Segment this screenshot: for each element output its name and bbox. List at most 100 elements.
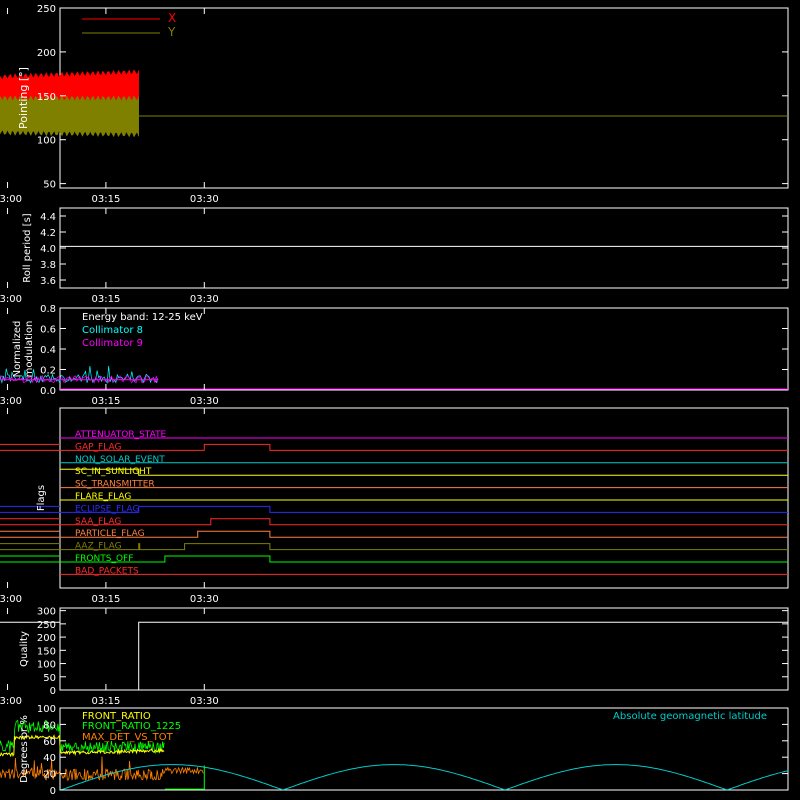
y-tick-label: 100 [37, 136, 56, 147]
x-tick-label: 03:30 [190, 194, 219, 205]
y-tick-label: 200 [37, 633, 56, 644]
y-tick-label: 60 [43, 737, 56, 748]
x-tick-label: 03:15 [91, 396, 120, 407]
flag-label: SC_IN_SUNLIGHT [75, 467, 152, 477]
y-tick-label: 250 [37, 4, 56, 15]
y-tick-label: 0.4 [40, 345, 56, 356]
y-tick-label: 0.6 [40, 325, 56, 336]
roll-period-panel: 3.63.84.04.24.4 02:1502:3002:4503:0003:1… [0, 207, 789, 305]
y-tick-label: 100 [37, 660, 56, 671]
roll-period-yticks: 3.6 3.8 4.0 4.2 4.4 [40, 212, 788, 287]
ratios-yticks: 0 20 40 60 80 100 [37, 704, 788, 797]
quality-ylabel: Quality [19, 631, 30, 667]
flag-label: FLARE_FLAG [75, 492, 131, 502]
flag-label: PARTICLE_FLAG [75, 529, 145, 539]
x-tick-label: 03:00 [0, 396, 22, 407]
flag-trace [0, 518, 788, 526]
roll-period-ylabel: Roll period [s] [22, 213, 33, 282]
collimator-8-series [0, 365, 159, 384]
max-det-vs-tot-series [0, 756, 204, 781]
x-tick-label: 03:00 [0, 594, 22, 605]
y-tick-label: 300 [37, 607, 56, 618]
y-tick-label: 150 [37, 92, 56, 103]
x-tick-label: 03:15 [91, 294, 120, 305]
y-tick-label: 150 [37, 646, 56, 657]
x-tick-label: 03:30 [190, 594, 219, 605]
flag-trace [0, 505, 788, 513]
quality-data [0, 621, 788, 690]
flag-trace [0, 443, 788, 451]
modulation-ylabel: Normalized [12, 321, 23, 378]
collimator-9-label: Collimator 9 [82, 338, 143, 349]
fronts-off-step [164, 765, 205, 790]
x-tick-label: 03:15 [91, 594, 120, 605]
modulation-data [0, 365, 788, 390]
legend-y-label: Y [167, 25, 176, 39]
y-tick-label: 0 [50, 686, 56, 697]
y-tick-label: 0.2 [40, 366, 56, 377]
flag-label: SC_TRANSMITTER [75, 480, 155, 490]
front-ratio-series [0, 734, 165, 758]
front-ratio-label: FRONT_RATIO [82, 711, 151, 722]
y-tick-label: 80 [43, 720, 56, 731]
x-tick-label: 03:00 [0, 294, 22, 305]
y-tick-label: 50 [43, 180, 56, 191]
flag-label: AAZ_FLAG [75, 542, 122, 552]
flag-label: SAA_FLAG [75, 517, 121, 527]
flag-label: BAD_PACKETS [75, 566, 139, 576]
y-tick-label: 250 [37, 620, 56, 631]
series-y-band [0, 95, 139, 138]
x-tick-label: 03:30 [190, 396, 219, 407]
y-tick-label: 50 [43, 673, 56, 684]
flags-data: ATTENUATOR_STATE GAP_FLAG NON_SOLAR_EVENT S… [0, 430, 788, 576]
quality-segment [0, 621, 61, 690]
flags-ylabel: Flags [36, 485, 47, 511]
flag-label: ECLIPSE_FLAG [75, 504, 139, 514]
legend-x-label: X [168, 11, 176, 25]
y-tick-label: 3.8 [40, 260, 56, 271]
y-tick-label: 0 [50, 786, 56, 797]
modulation-yticks: 0.0 0.2 0.4 0.6 0.8 [40, 304, 788, 397]
front-ratio-1225-series [0, 719, 165, 754]
y-tick-label: 0.0 [40, 386, 56, 397]
max-det-vs-tot-label: MAX_DET_VS_TOT [82, 732, 174, 743]
flag-trace [0, 555, 788, 563]
modulation-ylabel-2: modulation [24, 321, 35, 378]
pointing-data [0, 69, 788, 138]
pointing-ylabel: Pointing [°] [17, 67, 30, 129]
x-tick-label: 03:30 [190, 696, 219, 707]
y-tick-label: 200 [37, 48, 56, 59]
y-tick-label: 3.6 [40, 276, 56, 287]
energy-band-label: Energy band: 12-25 keV [82, 312, 203, 323]
quality-segment [138, 621, 788, 690]
x-tick-label: 03:00 [0, 194, 22, 205]
x-tick-label: 03:00 [0, 696, 22, 707]
y-tick-label: 4.0 [40, 244, 56, 255]
flag-trace [60, 468, 788, 476]
front-ratio-1225-label: FRONT_RATIO_1225 [82, 721, 181, 732]
modulation-panel: 0.00.20.40.60.8 02:1502:3002:4503:0003:1… [0, 304, 789, 407]
collimator-9-series [0, 374, 159, 384]
y-tick-label: 20 [43, 770, 56, 781]
ratios-ylabel: Degrees or % [19, 715, 30, 783]
x-tick-label: 03:15 [91, 696, 120, 707]
y-tick-label: 100 [37, 704, 56, 715]
quality-yticks: 0 50 100 150 200 250 300 [37, 607, 788, 697]
flag-label: NON_SOLAR_EVENT [75, 455, 165, 465]
collimator-8-label: Collimator 8 [82, 325, 143, 336]
x-tick-label: 03:15 [91, 194, 120, 205]
pointing-yticks: 50 100 150 200 250 [37, 4, 788, 191]
ratios-data [0, 719, 789, 791]
y-tick-label: 4.4 [40, 212, 56, 223]
y-tick-label: 4.2 [40, 228, 56, 239]
flags-panel: ATTENUATOR_STATE GAP_FLAG NON_SOLAR_EVENT S… [0, 407, 789, 605]
flag-trace [0, 530, 788, 538]
flags-frame [59, 407, 789, 589]
geomagnetic-latitude-label: Absolute geomagnetic latitude [613, 711, 767, 722]
